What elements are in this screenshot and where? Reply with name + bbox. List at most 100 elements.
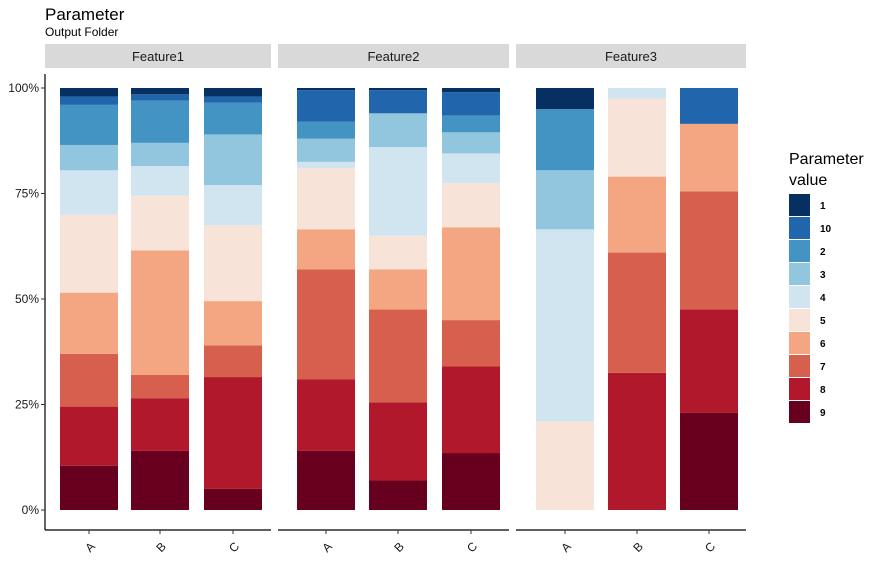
bar-segment (131, 142, 189, 167)
x-tick-label: B (630, 539, 646, 555)
bar-segment (204, 345, 262, 378)
x-tick-label: C (702, 539, 718, 555)
bar-segment (680, 88, 738, 124)
bar-segment (369, 480, 427, 510)
x-tick-label: C (464, 539, 480, 555)
legend-label: 9 (820, 408, 826, 419)
legend-key (789, 240, 810, 262)
bar-segment (536, 170, 594, 230)
bar-segment (608, 88, 666, 99)
bar-segment (442, 132, 500, 154)
legend-label: 8 (820, 385, 826, 396)
bar-segment (131, 88, 189, 95)
legend-label: 1 (820, 201, 826, 212)
bar-segment (60, 465, 118, 510)
bar-segment (680, 123, 738, 192)
bar-segment (608, 176, 666, 253)
bar-segment (60, 104, 118, 145)
bar-segment (60, 406, 118, 466)
bar-segment (204, 225, 262, 302)
bar-segment (442, 92, 500, 116)
bar-segment (131, 250, 189, 375)
legend-key (789, 332, 810, 354)
legend-label: 2 (820, 247, 826, 258)
facet-strip (45, 44, 271, 68)
x-tick-label: A (319, 539, 335, 555)
y-tick-label: 50% (15, 292, 39, 306)
legend-key (789, 355, 810, 377)
bar-segment (536, 88, 594, 110)
bar-segment (60, 144, 118, 171)
bar-segment (608, 372, 666, 510)
bar-segment (204, 134, 262, 186)
legend-label: 10 (820, 224, 832, 235)
chart-title: Parameter (45, 5, 125, 24)
y-tick-label: 0% (22, 503, 40, 517)
bar-segment (204, 102, 262, 135)
bar-segment (204, 96, 262, 103)
bar-segment (369, 269, 427, 310)
bar-segment (131, 398, 189, 451)
legend-key (789, 286, 810, 308)
legend-key (789, 401, 810, 423)
bar-segment (297, 450, 355, 510)
y-tick-label: 25% (15, 398, 39, 412)
bar-segment (608, 98, 666, 177)
legend-key (789, 378, 810, 400)
facet-strip-label: Feature1 (132, 49, 184, 64)
bar-segment (60, 214, 118, 293)
bar-segment (680, 412, 738, 510)
bar-segment (297, 168, 355, 230)
x-tick-label: C (226, 539, 242, 555)
bar-segment (297, 90, 355, 122)
bar-segment (442, 453, 500, 510)
bar-segment (297, 269, 355, 380)
bar-segment (369, 90, 427, 114)
x-tick-label: A (558, 539, 574, 555)
bar-segment (204, 377, 262, 489)
bar-segment (369, 309, 427, 403)
legend-label: 7 (820, 362, 826, 373)
bar-segment (442, 182, 500, 228)
bar-segment (131, 94, 189, 101)
bar-segment (369, 113, 427, 148)
bar-segment (369, 88, 427, 91)
y-tick-label: 75% (15, 187, 39, 201)
bar-segment (442, 88, 500, 93)
bar-segment (369, 147, 427, 236)
bar-segment (369, 235, 427, 270)
chart-subtitle: Output Folder (45, 25, 118, 39)
legend-title: value (789, 172, 827, 189)
facet-strip (278, 44, 509, 68)
facet-strip-label: Feature2 (367, 49, 419, 64)
bar-segment (60, 88, 118, 97)
bar-segment (204, 88, 262, 97)
bar-segment (442, 320, 500, 367)
bar-segment (442, 153, 500, 183)
bar-segment (60, 170, 118, 215)
legend-title: Parameter (789, 151, 864, 168)
bar-segment (297, 229, 355, 270)
bar-segment (536, 421, 594, 510)
bar-segment (680, 309, 738, 413)
bar-segment (297, 88, 355, 91)
facet-strip (516, 44, 746, 68)
bar-segment (131, 374, 189, 399)
bar-segment (131, 100, 189, 143)
bar-segment (369, 402, 427, 481)
bar-segment (131, 450, 189, 510)
bar-segment (60, 96, 118, 105)
y-tick-label: 100% (8, 81, 39, 95)
x-tick-label: B (391, 539, 407, 555)
bar-segment (131, 166, 189, 196)
bar-segment (204, 488, 262, 510)
bar-segment (442, 115, 500, 133)
legend-label: 4 (820, 293, 826, 304)
legend-key (789, 309, 810, 331)
legend-label: 5 (820, 316, 826, 327)
legend-key (789, 263, 810, 285)
facet-strip-label: Feature3 (605, 49, 657, 64)
legend-key (789, 194, 810, 216)
legend: Parameter value 1 10 2 3 4 5 6 7 8 9 (789, 151, 864, 423)
